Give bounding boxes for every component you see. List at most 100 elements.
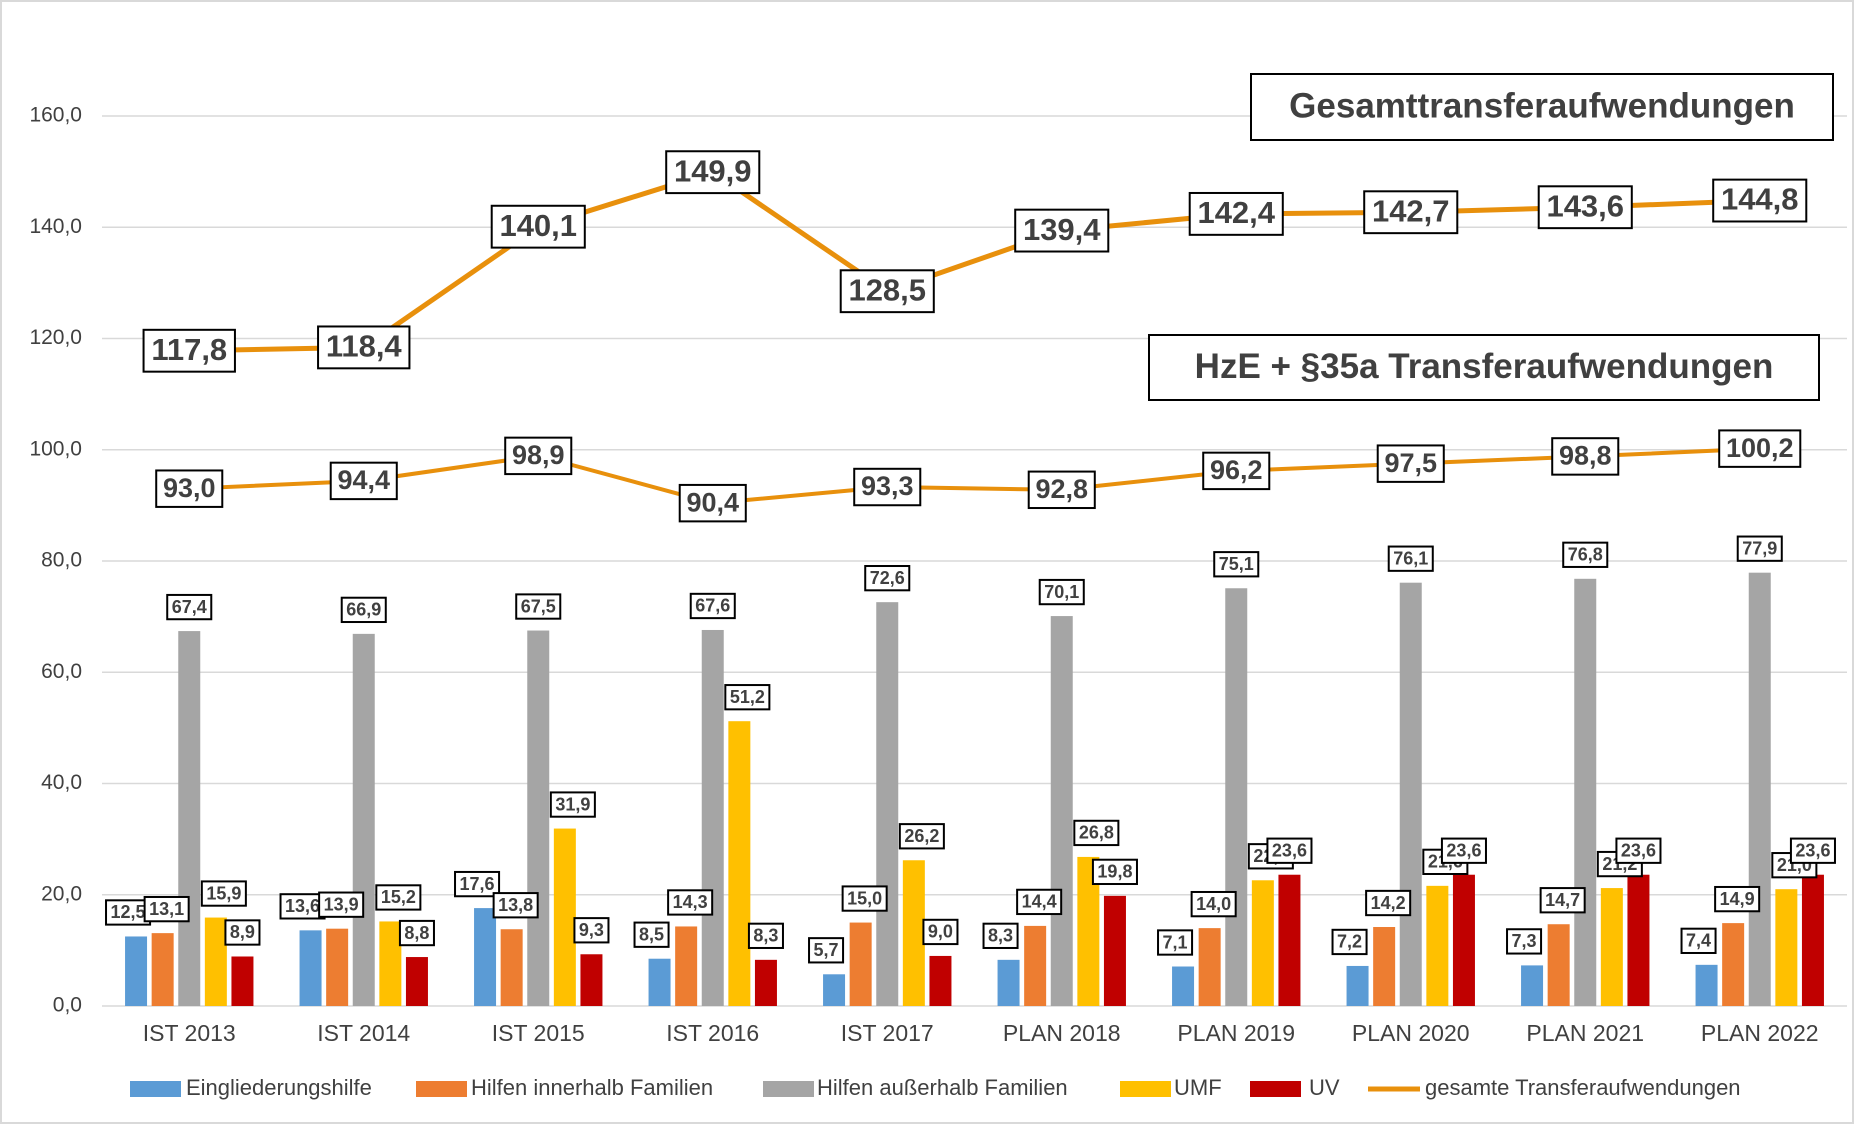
x-tick-label: PLAN 2018 — [1003, 1020, 1121, 1046]
bar-value-label: 8,5 — [639, 924, 664, 944]
line-value-label: 143,6 — [1546, 188, 1624, 223]
line-value-label-box — [490, 204, 586, 249]
bar-value-label-box — [898, 823, 945, 850]
line-value-label: 142,7 — [1372, 193, 1450, 228]
bar-value-label: 13,8 — [498, 895, 533, 915]
bar-value-label-box — [1506, 928, 1543, 955]
bar — [231, 956, 254, 1006]
bar-value-label-group: 66,9 — [340, 596, 387, 624]
bar-value-label-group: 8,5 — [633, 921, 670, 948]
bar-value-label-group: 67,6 — [689, 592, 736, 620]
line-value-label-group: 143,6 — [1537, 185, 1633, 230]
bar-value-label-box — [1016, 888, 1063, 916]
bar-value-label: 31,9 — [555, 794, 590, 814]
x-tick-label: PLAN 2021 — [1526, 1020, 1644, 1046]
bar — [125, 936, 148, 1006]
bar-value-label-box — [1365, 889, 1412, 917]
bar-value-label: 8,3 — [753, 926, 778, 946]
bar-value-label: 12,5 — [111, 902, 146, 922]
bar — [728, 721, 751, 1006]
legend-swatch — [416, 1081, 467, 1097]
bar-value-label-group: 8,9 — [224, 919, 261, 946]
line-value-label-group: 142,4 — [1188, 191, 1284, 236]
line-value-label-group: 142,7 — [1363, 190, 1459, 235]
line-value-label-group: 98,8 — [1551, 437, 1620, 476]
y-tick-label: 0,0 — [53, 994, 82, 1017]
bar — [1399, 582, 1422, 1006]
bar — [823, 974, 846, 1006]
bar-value-label: 14,3 — [673, 892, 708, 912]
bar — [352, 633, 375, 1006]
annotation: HzE + §35a Transferaufwendungen — [1195, 347, 1774, 386]
x-tick-label: PLAN 2020 — [1352, 1020, 1470, 1046]
line-value-label-box — [142, 328, 236, 373]
line-value-label-box — [1363, 190, 1459, 235]
bar-value-label-group: 7,1 — [1157, 929, 1194, 956]
bar-value-label: 19,8 — [1097, 862, 1132, 882]
line-value-label: 140,1 — [499, 208, 577, 243]
line-value-label-group: 118,4 — [317, 325, 411, 370]
line-value-label-box — [1712, 178, 1808, 223]
bar-value-label-group: 31,9 — [549, 791, 596, 818]
bar — [178, 631, 201, 1006]
y-tick-label: 160,0 — [29, 104, 82, 127]
bar-value-label-box — [492, 892, 539, 919]
bar-value-label-box — [724, 684, 771, 711]
bar-value-label-group: 15,2 — [375, 884, 422, 911]
bar — [527, 630, 550, 1006]
bar-value-label: 14,7 — [1545, 890, 1580, 910]
bar-value-label-box — [1190, 890, 1237, 918]
annotation: Gesamttransferaufwendungen — [1289, 86, 1795, 125]
bar-value-label-box — [1387, 545, 1434, 572]
line-value-label-box — [678, 483, 747, 523]
line — [189, 169, 1760, 354]
line-value-label: 90,4 — [686, 487, 739, 517]
line-value-label: 97,5 — [1384, 448, 1437, 478]
bar-value-label-box — [1736, 535, 1783, 562]
bar-value-label: 8,9 — [230, 922, 255, 942]
line-value-label-group: 149,9 — [665, 150, 761, 195]
bar-value-label-box — [1213, 551, 1260, 578]
y-tick-label: 100,0 — [29, 437, 82, 460]
bar — [929, 955, 952, 1006]
bar-value-label-group: 13,1 — [143, 895, 190, 923]
line-value-label-box — [1202, 451, 1271, 491]
bar-value-label-box — [340, 596, 387, 624]
bar-value-label-box — [143, 895, 190, 923]
bar-value-label: 15,0 — [847, 888, 882, 908]
bar-value-label-group: 76,1 — [1387, 545, 1434, 572]
bar-value-label-group: 19,8 — [1091, 858, 1138, 886]
bar-value-label-box — [200, 880, 247, 907]
bar-value-label-group: 23,6 — [1789, 837, 1836, 864]
bar-value-label-group: 13,6 — [279, 893, 326, 920]
bar-value-label-box — [549, 791, 596, 818]
line-value-label-box — [155, 469, 224, 508]
legend-swatch — [1250, 1081, 1301, 1097]
line-value-label-group: 144,8 — [1712, 178, 1808, 223]
bar — [1695, 964, 1718, 1006]
bar — [1574, 578, 1597, 1006]
legend-label: Hilfen außerhalb Familien — [817, 1075, 1068, 1100]
bar-value-label: 67,6 — [695, 596, 730, 616]
bar — [876, 602, 899, 1006]
bar — [1278, 874, 1301, 1006]
y-tick-label: 140,0 — [29, 215, 82, 238]
bar — [580, 954, 603, 1006]
legend-label: gesamte Transferaufwendungen — [1425, 1075, 1741, 1100]
bar — [1172, 966, 1195, 1006]
bar-value-label: 14,9 — [1720, 889, 1755, 909]
line-value-label: 142,4 — [1197, 195, 1275, 230]
bar-value-label: 72,6 — [870, 568, 905, 588]
bar-value-label-group: 17,6 — [454, 870, 501, 898]
line-value-label: 93,3 — [861, 471, 914, 501]
line-value-label-group: 140,1 — [490, 204, 586, 249]
bar-value-label-group: 14,3 — [667, 889, 714, 916]
bar-value-label-group: 9,0 — [922, 918, 959, 946]
legend-label: Hilfen innerhalb Familien — [471, 1075, 713, 1100]
bar-value-label: 8,8 — [404, 923, 429, 943]
x-tick-label: IST 2014 — [317, 1020, 410, 1046]
line-value-label-box — [504, 436, 573, 476]
bar-value-label: 14,4 — [1022, 892, 1057, 912]
bar-value-label-group: 23,6 — [1615, 837, 1662, 864]
bar-value-label: 15,2 — [381, 887, 416, 907]
